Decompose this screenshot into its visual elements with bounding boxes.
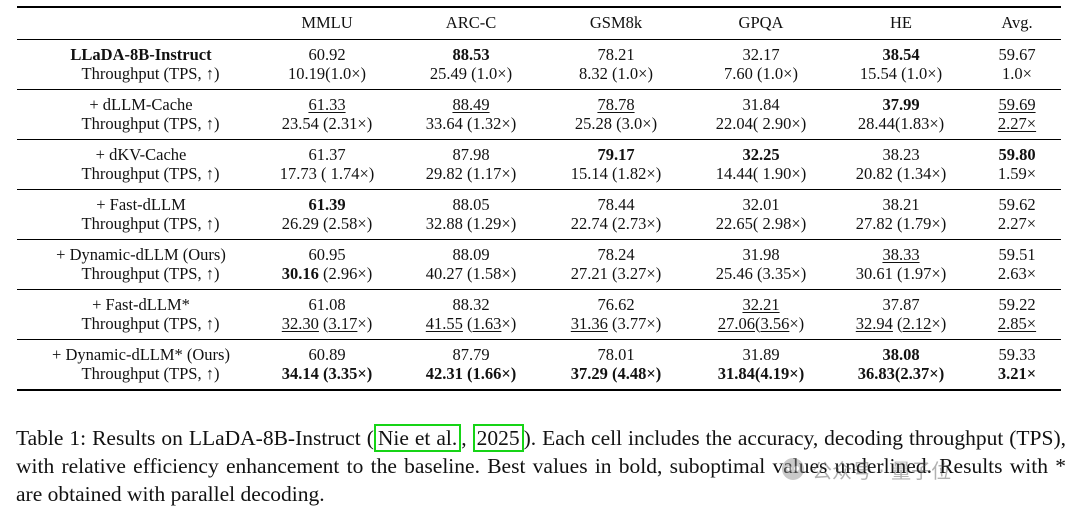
citation-link-author[interactable]: Nie et al. bbox=[373, 424, 462, 452]
cell-arc-c: 88.05 32.88 (1.29×) bbox=[425, 195, 517, 233]
cell-arc-c: 88.53 25.49 (1.0×) bbox=[429, 45, 513, 83]
method-name: + Fast-dLLM bbox=[96, 195, 186, 214]
throughput-label: Throughput (TPS, ↑) bbox=[81, 313, 220, 333]
cell-he: 38.54 15.54 (1.0×) bbox=[859, 45, 943, 83]
table-row: LLaDA-8B-Instruct Throughput (TPS, ↑) 60… bbox=[17, 40, 1061, 90]
cell-mmlu: 61.39 26.29 (2.58×) bbox=[281, 195, 373, 233]
method-cell: + dKV-Cache Throughput (TPS, ↑) bbox=[17, 140, 251, 190]
cell-mmlu: 60.89 34.14 (3.35×) bbox=[281, 345, 373, 383]
table-row: + Dynamic-dLLM* (Ours) Throughput (TPS, … bbox=[17, 340, 1061, 391]
method-cell: + dLLM-Cache Throughput (TPS, ↑) bbox=[17, 90, 251, 140]
cell-arc-c: 88.09 40.27 (1.58×) bbox=[425, 245, 517, 283]
throughput-label: Throughput (TPS, ↑) bbox=[81, 113, 220, 133]
cell-arc-c: 87.98 29.82 (1.17×) bbox=[425, 145, 517, 183]
cell-gpqa: 31.84 22.04( 2.90×) bbox=[715, 95, 807, 133]
header-gsm8k: GSM8k bbox=[589, 13, 643, 33]
header-arc-c: ARC-C bbox=[445, 13, 497, 33]
table-row: + Fast-dLLM* Throughput (TPS, ↑) 61.08 32… bbox=[17, 290, 1061, 340]
throughput-label: Throughput (TPS, ↑) bbox=[81, 163, 220, 183]
method-cell: + Dynamic-dLLM (Ours) Throughput (TPS, ↑… bbox=[17, 240, 251, 290]
cell-gsm8k: 79.17 15.14 (1.82×) bbox=[570, 145, 662, 183]
cell-mmlu: 61.08 32.30 (3.17×) bbox=[281, 295, 373, 333]
method-cell: + Fast-dLLM Throughput (TPS, ↑) bbox=[17, 190, 251, 240]
cell-gpqa: 32.17 7.60 (1.0×) bbox=[724, 45, 798, 83]
table-row: + dKV-Cache Throughput (TPS, ↑) 61.37 17.… bbox=[17, 140, 1061, 190]
cell-gpqa: 31.98 25.46 (3.35×) bbox=[715, 245, 807, 283]
cell-mmlu: 60.92 10.19(1.0×) bbox=[287, 45, 367, 83]
method-name: + dKV-Cache bbox=[95, 145, 187, 164]
table-header-row: MMLU ARC-C GSM8k GPQA HE Avg. bbox=[17, 7, 1061, 40]
header-gpqa: GPQA bbox=[738, 13, 784, 33]
cell-gpqa: 32.21 27.06(3.56×) bbox=[717, 295, 805, 333]
cell-arc-c: 87.79 42.31 (1.66×) bbox=[425, 345, 517, 383]
cell-gpqa: 32.25 14.44( 1.90×) bbox=[715, 145, 807, 183]
cell-mmlu: 60.95 30.16 (2.96×) bbox=[281, 245, 373, 283]
throughput-label: Throughput (TPS, ↑) bbox=[81, 363, 220, 383]
cell-he: 38.21 27.82 (1.79×) bbox=[855, 195, 947, 233]
cell-avg: 59.80 1.59× bbox=[997, 145, 1037, 183]
method-name: LLaDA-8B-Instruct bbox=[70, 45, 212, 64]
cell-gpqa: 31.89 31.84(4.19×) bbox=[717, 345, 805, 383]
method-cell: LLaDA-8B-Instruct Throughput (TPS, ↑) bbox=[17, 40, 251, 90]
cell-gsm8k: 78.44 22.74 (2.73×) bbox=[570, 195, 662, 233]
cell-mmlu: 61.37 17.73 ( 1.74×) bbox=[279, 145, 375, 183]
cell-gpqa: 32.01 22.65( 2.98×) bbox=[715, 195, 807, 233]
table-row: + dLLM-Cache Throughput (TPS, ↑) 61.33 23… bbox=[17, 90, 1061, 140]
cell-gsm8k: 76.62 31.36 (3.77×) bbox=[570, 295, 662, 333]
method-cell: + Dynamic-dLLM* (Ours) Throughput (TPS, … bbox=[17, 340, 251, 391]
cell-gsm8k: 78.24 27.21 (3.27×) bbox=[570, 245, 662, 283]
method-name: + Dynamic-dLLM (Ours) bbox=[56, 245, 226, 264]
header-method bbox=[17, 7, 251, 40]
header-avg: Avg. bbox=[1001, 13, 1033, 33]
cell-gsm8k: 78.78 25.28 (3.0×) bbox=[574, 95, 658, 133]
cell-mmlu: 61.33 23.54 (2.31×) bbox=[281, 95, 373, 133]
header-he: HE bbox=[890, 13, 912, 33]
cell-gsm8k: 78.01 37.29 (4.48×) bbox=[570, 345, 662, 383]
method-name: + Dynamic-dLLM* (Ours) bbox=[52, 345, 230, 364]
cell-he: 38.33 30.61 (1.97×) bbox=[855, 245, 947, 283]
cell-he: 37.99 28.44(1.83×) bbox=[857, 95, 945, 133]
throughput-label: Throughput (TPS, ↑) bbox=[81, 213, 220, 233]
cell-arc-c: 88.32 41.55 (1.63×) bbox=[425, 295, 517, 333]
results-table: MMLU ARC-C GSM8k GPQA HE Avg. LLaDA-8B-I… bbox=[17, 6, 1061, 391]
table-row: + Fast-dLLM Throughput (TPS, ↑) 61.39 26.… bbox=[17, 190, 1061, 240]
citation-link-year[interactable]: 2025 bbox=[472, 424, 524, 452]
method-name: + Fast-dLLM* bbox=[92, 295, 190, 314]
table-caption: Table 1: Results on LLaDA-8B-Instruct (N… bbox=[16, 424, 1066, 506]
cell-he: 38.23 20.82 (1.34×) bbox=[855, 145, 947, 183]
cell-avg: 59.22 2.85× bbox=[997, 295, 1037, 333]
throughput-label: Throughput (TPS, ↑) bbox=[81, 263, 220, 283]
cell-arc-c: 88.49 33.64 (1.32×) bbox=[425, 95, 517, 133]
cell-he: 38.08 36.83(2.37×) bbox=[857, 345, 945, 383]
cell-avg: 59.51 2.63× bbox=[997, 245, 1037, 283]
throughput-label: Throughput (TPS, ↑) bbox=[81, 63, 220, 83]
method-name: + dLLM-Cache bbox=[89, 95, 193, 114]
cell-he: 37.87 32.94 (2.12×) bbox=[855, 295, 947, 333]
cell-avg: 59.33 3.21× bbox=[997, 345, 1037, 383]
cell-avg: 59.69 2.27× bbox=[997, 95, 1037, 133]
header-mmlu: MMLU bbox=[301, 13, 353, 33]
cell-avg: 59.62 2.27× bbox=[997, 195, 1037, 233]
cell-avg: 59.67 1.0× bbox=[998, 45, 1036, 83]
table-row: + Dynamic-dLLM (Ours) Throughput (TPS, ↑… bbox=[17, 240, 1061, 290]
cell-gsm8k: 78.21 8.32 (1.0×) bbox=[579, 45, 653, 83]
method-cell: + Fast-dLLM* Throughput (TPS, ↑) bbox=[17, 290, 251, 340]
